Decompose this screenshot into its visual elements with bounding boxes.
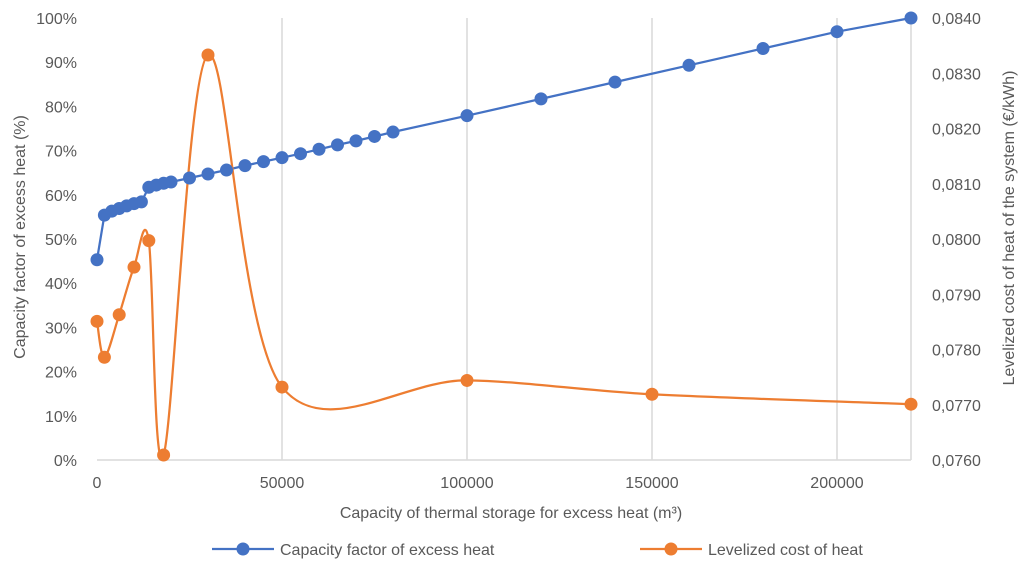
left-y-tick-label: 10% (45, 409, 77, 426)
x-axis-title: Capacity of thermal storage for excess h… (340, 505, 682, 522)
right-y-tick-label: 0,0800 (932, 232, 981, 249)
legend-label-capacity-factor: Capacity factor of excess heat (280, 542, 495, 559)
series-1-point (608, 75, 622, 89)
series-2-point (904, 397, 918, 411)
series-1-point (294, 147, 307, 161)
series-1-point (830, 25, 844, 39)
right-y-tick-label: 0,0820 (932, 122, 981, 139)
right-y-tick-label: 0,0780 (932, 343, 981, 360)
series-1-point (386, 125, 400, 139)
series-1-point (220, 163, 233, 177)
legend-label-levelized-cost: Levelized cost of heat (708, 542, 863, 559)
vertical-gridlines (281, 18, 912, 460)
left-y-axis-title: Capacity factor of excess heat (%) (12, 115, 29, 359)
x-tick-label: 200000 (810, 475, 863, 492)
series-2-point (97, 350, 111, 364)
x-tick-label: 150000 (625, 475, 678, 492)
left-y-tick-label: 100% (36, 11, 77, 28)
right-y-axis-tick-labels: 0,0760 0,0770 0,0780 0,0790 0,0800 0,0810 0,08… (932, 11, 981, 470)
series-lines (95, 16, 912, 460)
series-2-point (275, 380, 289, 394)
right-y-tick-label: 0,0770 (932, 398, 981, 415)
series-2-point (201, 48, 215, 62)
right-y-tick-label: 0,0840 (932, 11, 981, 28)
right-y-tick-label: 0,0790 (932, 287, 981, 304)
series-1-point (183, 171, 196, 185)
right-y-axis-title: Levelized cost of heat of the system (€/… (1001, 71, 1018, 386)
left-y-tick-label: 90% (45, 55, 77, 72)
left-y-axis-tick-labels: 0% 10% 20% 30% 40% 50% 60% 70% 80% 90% 100% (36, 11, 77, 470)
series-1-point (349, 134, 363, 148)
left-y-tick-label: 60% (45, 188, 77, 205)
series-1-point (534, 92, 548, 106)
series-line-2 (95, 53, 912, 460)
series-1-point (257, 155, 270, 169)
left-y-tick-label: 20% (45, 365, 77, 382)
series-points (90, 11, 918, 462)
left-y-tick-label: 40% (45, 276, 77, 293)
legend-marker-levelized-cost (664, 542, 678, 556)
series-1-point (164, 175, 178, 189)
series-1-point (460, 109, 474, 123)
series-1-point (331, 138, 344, 152)
right-y-tick-label: 0,0760 (932, 453, 981, 470)
right-y-tick-label: 0,0830 (932, 66, 981, 83)
left-y-tick-label: 80% (45, 99, 77, 116)
series-1-point (312, 142, 326, 156)
series-2-point (157, 448, 171, 462)
series-2-point (142, 234, 156, 248)
series-1-point (368, 129, 381, 143)
right-y-tick-label: 0,0810 (932, 177, 981, 194)
x-tick-label: 0 (93, 475, 102, 492)
left-y-tick-label: 30% (45, 320, 77, 337)
series-2-point (127, 260, 141, 274)
series-1-point (904, 11, 918, 25)
series-2-point (460, 373, 474, 387)
x-axis-tick-labels: 0 50000 100000 150000 200000 (93, 475, 864, 492)
left-y-tick-label: 50% (45, 232, 77, 249)
series-1-point (201, 167, 215, 181)
series-1-point (275, 151, 289, 165)
series-1-point (134, 195, 148, 209)
left-y-tick-label: 0% (54, 453, 77, 470)
left-y-tick-label: 70% (45, 144, 77, 161)
x-tick-label: 50000 (260, 475, 305, 492)
series-2-point (90, 314, 104, 328)
series-1-point (238, 159, 252, 173)
series-1-point (756, 41, 770, 55)
series-2-point (645, 387, 659, 401)
series-2-point (112, 308, 126, 322)
series-1-point (90, 253, 104, 267)
series-line-1 (95, 16, 912, 260)
legend-marker-capacity-factor (236, 542, 250, 556)
series-1-point (682, 58, 696, 72)
legend: Capacity factor of excess heat Levelized… (212, 542, 863, 559)
x-tick-label: 100000 (440, 475, 493, 492)
